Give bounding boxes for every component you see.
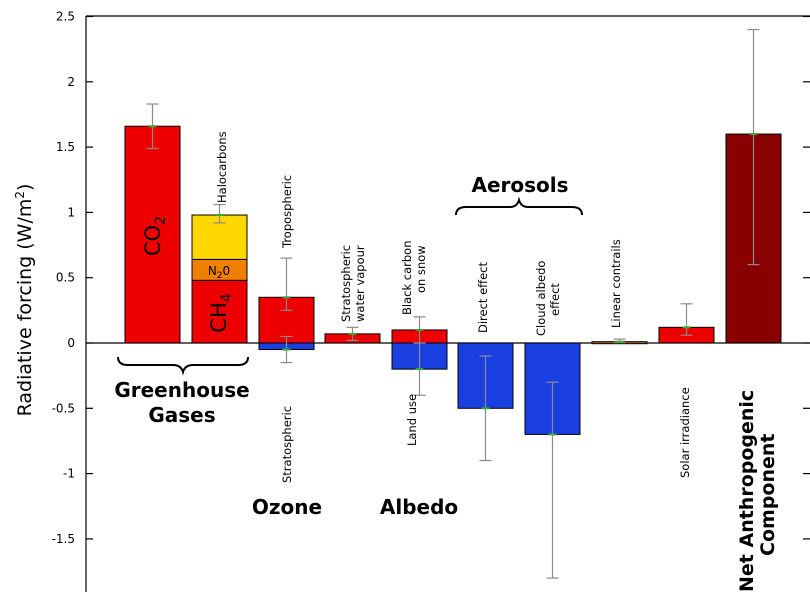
group-label-greenhouse-2: Gases <box>148 403 215 427</box>
y-tick-label: 1.5 <box>56 140 75 154</box>
y-tick-label: -1.5 <box>52 532 75 546</box>
greenhouse-brace <box>117 356 249 376</box>
label-cloud-albedo-1: Cloud albedo <box>534 261 548 336</box>
label-tropospheric: Tropospheric <box>280 175 294 249</box>
aerosols-brace <box>455 196 583 216</box>
label-net-1: Net Anthropogenic <box>736 390 758 592</box>
y-ticks: 2.5 2 1.5 1 0.5 0 -0.5 -1 -1.5 <box>52 10 810 546</box>
y-tick-label: 0.5 <box>56 271 75 285</box>
label-solar: Solar irradiance <box>678 387 692 478</box>
label-black-carbon-2: on snow <box>414 245 428 293</box>
label-cloud-albedo-2: effect <box>548 283 562 316</box>
y-tick-label: 1 <box>67 205 75 219</box>
y-tick-label: 2.5 <box>56 10 75 24</box>
y-tick-label: 0 <box>67 336 75 350</box>
label-strat-water-2: water vapour <box>353 245 367 322</box>
y-tick-label: 2 <box>67 75 75 89</box>
bar-co2 <box>124 125 181 344</box>
n2o-bar-label: N20 <box>208 264 230 281</box>
group-label-albedo: Albedo <box>380 495 458 519</box>
group-label-ozone: Ozone <box>252 495 322 519</box>
bars <box>124 125 782 435</box>
group-label-greenhouse-1: Greenhouse <box>114 378 249 402</box>
label-black-carbon-1: Black carbon <box>400 241 414 316</box>
label-stratospheric: Stratospheric <box>280 406 294 483</box>
label-direct-effect: Direct effect <box>476 262 490 333</box>
label-contrails: Linear contrails <box>609 239 623 328</box>
group-label-aerosols: Aerosols <box>471 173 568 197</box>
ch4-bar-label: CH4 <box>207 293 235 332</box>
y-tick-label: -1 <box>63 467 75 481</box>
label-net-2: Component <box>757 434 779 556</box>
y-axis-label: Radiative forcing (W/m2) <box>13 184 36 417</box>
error-bars <box>146 28 760 579</box>
label-strat-water-1: Stratospheric <box>339 245 353 322</box>
label-land-use: Land use <box>405 394 419 446</box>
label-halocarbons: Halocarbons <box>215 131 229 203</box>
y-tick-label: -0.5 <box>52 401 75 415</box>
co2-bar-label: CO2 <box>141 216 169 256</box>
